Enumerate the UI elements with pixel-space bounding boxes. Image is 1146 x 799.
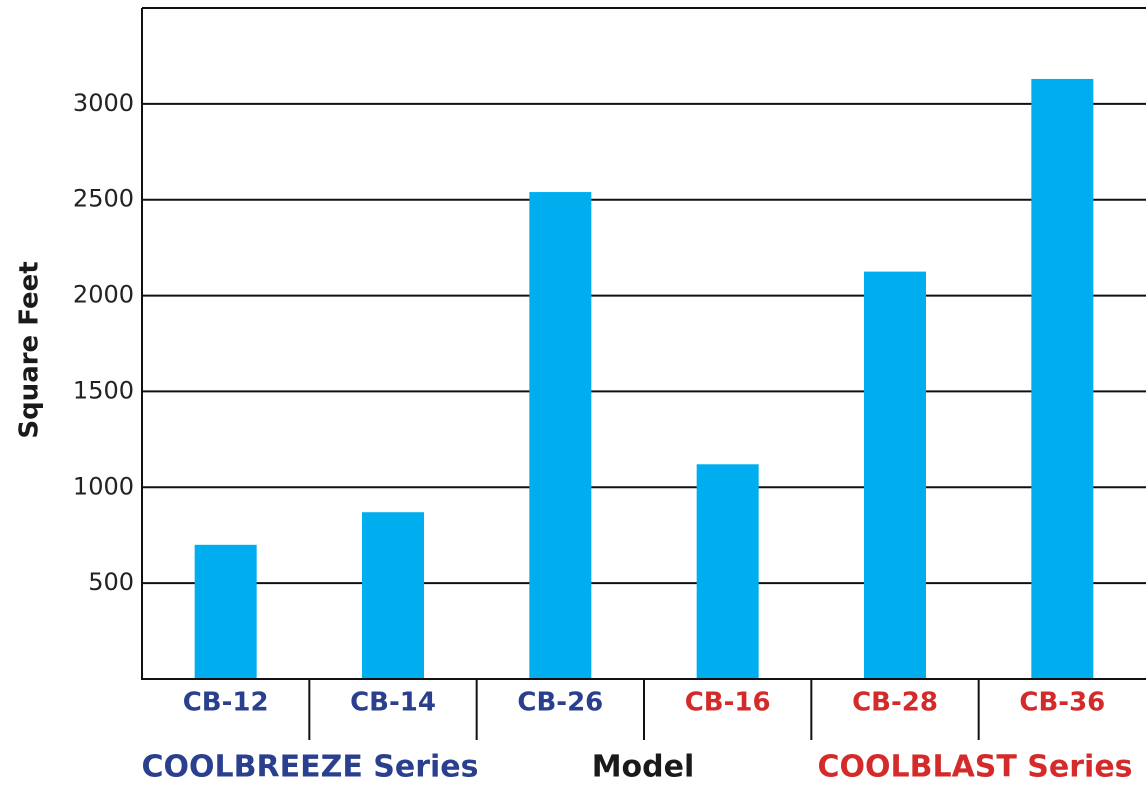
x-tick-label: CB-12 <box>183 688 269 718</box>
x-tick-label: CB-26 <box>517 688 603 718</box>
bar <box>194 544 257 679</box>
bar <box>696 464 759 679</box>
x-axis-label: Model <box>592 750 695 785</box>
y-tick-label: 2500 <box>73 185 134 213</box>
y-tick-label: 3000 <box>73 89 134 117</box>
bar <box>1031 78 1094 680</box>
bar <box>362 512 424 679</box>
y-tick-label: 500 <box>88 568 134 596</box>
x-tick-label: CB-28 <box>852 688 938 718</box>
bar <box>864 271 926 679</box>
group-label: COOLBLAST Series <box>817 750 1132 785</box>
x-tick-label: CB-14 <box>350 688 436 718</box>
y-tick-label: 1500 <box>73 376 134 404</box>
bar <box>529 192 592 679</box>
y-tick-label: 1000 <box>73 472 134 500</box>
x-tick-label: CB-16 <box>685 688 771 718</box>
x-tick-label: CB-36 <box>1019 688 1105 718</box>
y-tick-label: 2000 <box>73 281 134 309</box>
y-axis-label: Square Feet <box>15 261 45 438</box>
group-label: COOLBREEZE Series <box>141 750 478 785</box>
